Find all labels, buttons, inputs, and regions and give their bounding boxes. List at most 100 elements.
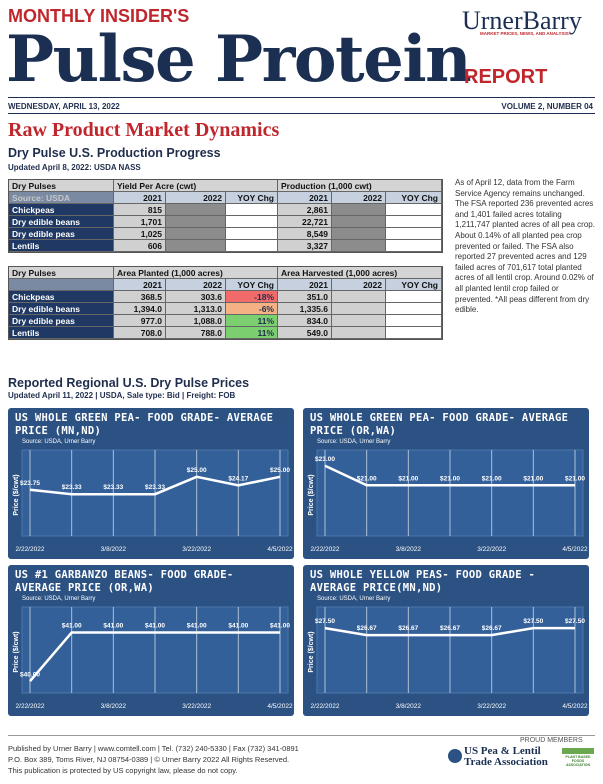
group-header: Dry Pulses [9, 267, 114, 279]
cell: 1,313.0 [166, 303, 226, 315]
value-label: $25.00 [187, 467, 207, 474]
x-tick-label: 4/5/2022 [562, 703, 588, 710]
column-header: 2022 [332, 279, 386, 291]
value-label: $41.00 [270, 623, 290, 630]
value-label: $24.17 [228, 475, 248, 482]
cell: 303.6 [166, 291, 226, 303]
table: Dry Pulses Area Planted (1,000 acres) Area… [8, 266, 443, 340]
value-label: $41.00 [187, 623, 207, 630]
x-tick-label: 4/5/2022 [267, 703, 293, 710]
chart-title: US WHOLE YELLOW PEAS- FOOD GRADE - AVERA… [310, 569, 536, 594]
value-label: $41.00 [103, 623, 123, 630]
cell: -18% [226, 291, 278, 303]
column-header: YOY Chg [386, 279, 442, 291]
cell [332, 315, 386, 327]
brand: UrnerBarry [462, 6, 582, 35]
group-header: Dry Pulses [9, 180, 114, 192]
chart-panel: 2/22/2022 3/8/2022 3/22/2022 4/5/2022 $27.50… [303, 565, 589, 716]
line [324, 464, 575, 487]
chart-title: US #1 GARBANZO BEANS- FOOD GRADE- AVERAG… [15, 569, 234, 594]
kicker: MONTHLY INSIDER'S [8, 6, 190, 26]
value-label: $26.67 [482, 625, 502, 632]
chart-title: US WHOLE GREEN PEA- FOOD GRADE- AVERAGE … [15, 412, 274, 437]
chart: 2/22/2022 3/8/2022 3/22/2022 4/5/2022 $27.50… [308, 606, 588, 710]
chart: 2/22/2022 3/8/2022 3/22/2022 4/5/2022 $40.00… [13, 606, 293, 710]
cell [226, 240, 278, 252]
column-header: YOY Chg [386, 192, 442, 204]
column-header: 2021 [114, 279, 166, 291]
x-tick-label: 2/22/2022 [311, 703, 340, 710]
cell: 788.0 [166, 327, 226, 339]
column-header: YOY Chg [226, 192, 278, 204]
value-label: $41.00 [228, 623, 248, 630]
value-label: $21.00 [440, 475, 460, 482]
cell [386, 240, 442, 252]
column-header: 2021 [278, 192, 332, 204]
subsection-title: Dry Pulse U.S. Production Progress [8, 146, 221, 160]
group-header: Area Planted (1,000 acres) [114, 267, 278, 279]
member-line: US Pea & Lentil [464, 745, 541, 757]
cell: 708.0 [114, 327, 166, 339]
cell [386, 327, 442, 339]
volume: VOLUME 2, NUMBER 04 [501, 102, 593, 111]
value-label: $26.67 [440, 625, 460, 632]
value-label: $21.00 [482, 475, 502, 482]
cell [332, 303, 386, 315]
chart: 2/22/2022 3/8/2022 3/22/2022 4/5/2022 $23.00… [308, 449, 588, 553]
footer-line: Published by Urner Barry | www.comtell.c… [8, 744, 299, 753]
chart-source: Source: USDA, Urner Barry [317, 439, 391, 445]
rule [8, 735, 595, 736]
x-tick-label: 3/22/2022 [182, 703, 211, 710]
line [29, 631, 280, 683]
title: Pulse Protein [6, 22, 472, 97]
row-label: Dry edible beans [9, 303, 114, 315]
value-label: $40.00 [20, 671, 40, 678]
x-tick-label: 3/22/2022 [477, 703, 506, 710]
value-label: $27.50 [315, 618, 335, 625]
cell [386, 291, 442, 303]
chart-title: US WHOLE GREEN PEA- FOOD GRADE- AVERAGE … [310, 412, 569, 437]
x-tick-label: 3/8/2022 [396, 546, 422, 553]
group-header: Production (1,000 cwt) [278, 180, 442, 192]
logo [448, 749, 462, 763]
cell: 815 [114, 204, 166, 216]
x-tick-label: 2/22/2022 [16, 703, 45, 710]
cell [332, 240, 386, 252]
cell [166, 204, 226, 216]
row-label: Lentils [9, 327, 114, 339]
row-label: Chickpeas [9, 204, 114, 216]
column-header: YOY Chg [226, 279, 278, 291]
cell: 1,701 [114, 216, 166, 228]
cell [166, 228, 226, 240]
group-header: Yield Per Acre (cwt) [114, 180, 278, 192]
row-label: Lentils [9, 240, 114, 252]
cell [386, 216, 442, 228]
cell [386, 204, 442, 216]
column-header: Source: USDA [9, 192, 114, 204]
cell: 2,861 [278, 204, 332, 216]
chart-panel: 2/22/2022 3/8/2022 3/22/2022 4/5/2022 $23.00… [303, 408, 589, 559]
brand-tagline: MARKET PRICES, NEWS, AND ANALYSIS [480, 31, 569, 36]
cell: 11% [226, 315, 278, 327]
x-tick-label: 4/5/2022 [562, 546, 588, 553]
cell [226, 228, 278, 240]
value-label: $23.33 [103, 484, 123, 491]
cell: 11% [226, 327, 278, 339]
cell [226, 204, 278, 216]
footer: Published by Urner Barry | www.comtell.c… [8, 743, 299, 776]
line [324, 626, 575, 637]
value-label: $41.00 [145, 623, 165, 630]
side-note: As of April 12, data from the Farm Servi… [455, 178, 595, 315]
cell: 1,025 [114, 228, 166, 240]
cell [386, 228, 442, 240]
cell [386, 303, 442, 315]
rule [8, 97, 595, 98]
column-header: 2021 [114, 192, 166, 204]
cell [166, 216, 226, 228]
value-label: $21.00 [357, 475, 377, 482]
row-label: Chickpeas [9, 291, 114, 303]
value-label: $21.00 [523, 475, 543, 482]
member: PLANT BASED FOODS ASSOCIATION [562, 748, 594, 767]
date: WEDNESDAY, APRIL 13, 2022 [8, 102, 120, 111]
table: Dry Pulses Yield Per Acre (cwt) Production… [8, 179, 443, 253]
